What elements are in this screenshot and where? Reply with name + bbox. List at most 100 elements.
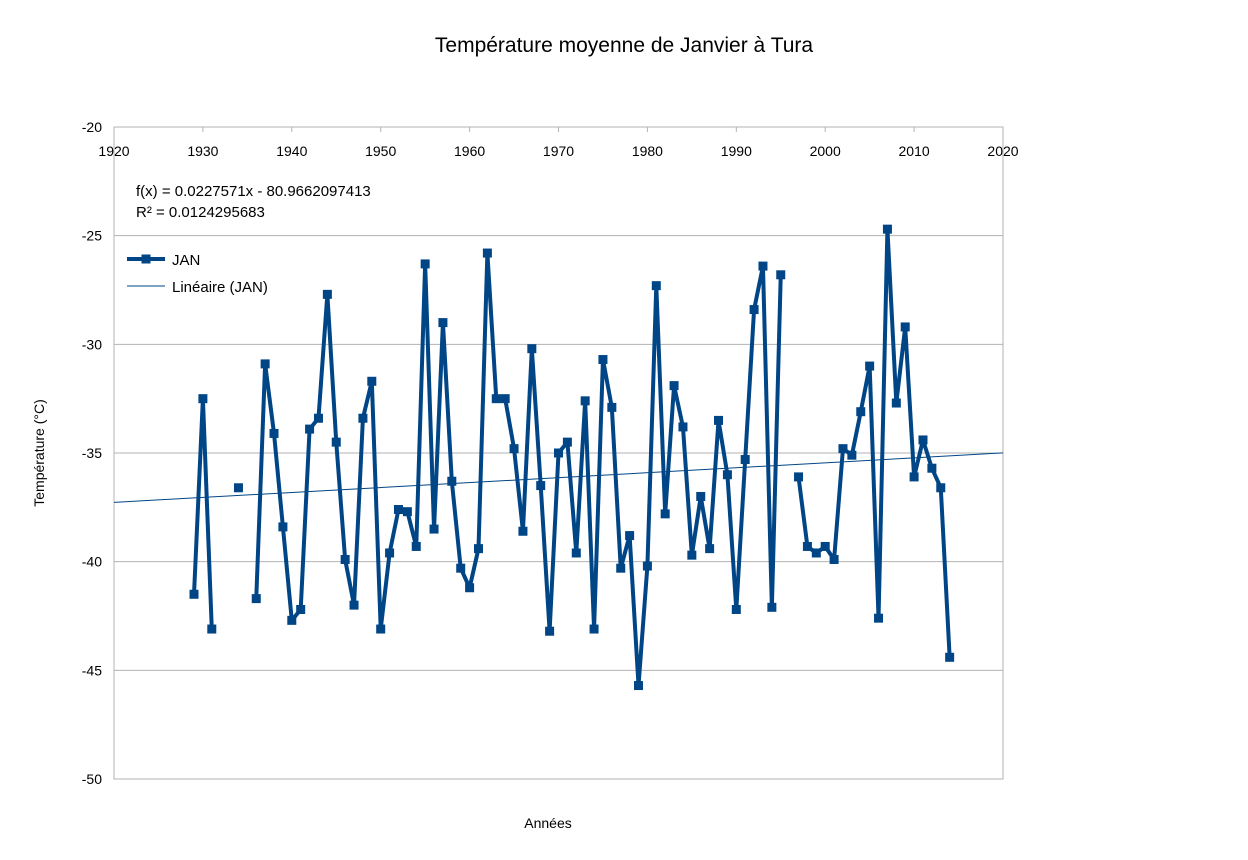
x-tick-label: 1980 <box>632 143 663 159</box>
data-point <box>269 428 279 438</box>
data-point <box>278 522 288 532</box>
x-tick-label: 2010 <box>899 143 930 159</box>
data-point <box>918 435 928 445</box>
legend-marker-jan <box>141 254 151 264</box>
data-point <box>198 394 208 404</box>
data-point <box>651 281 661 291</box>
x-tick-label: 1990 <box>721 143 752 159</box>
trend-equation: f(x) = 0.0227571x - 80.9662097413 <box>136 183 371 200</box>
x-tick-label: 1920 <box>98 143 129 159</box>
data-point <box>838 444 848 454</box>
data-point <box>296 604 306 614</box>
data-point <box>367 376 377 386</box>
y-tick-label: -45 <box>82 662 102 678</box>
data-point <box>678 422 688 432</box>
x-tick-label: 1970 <box>543 143 574 159</box>
data-point <box>500 394 510 404</box>
data-point <box>776 270 786 280</box>
data-point <box>491 394 501 404</box>
data-point <box>856 407 866 417</box>
series-line-segment <box>254 251 783 688</box>
data-point <box>802 541 812 551</box>
data-point <box>420 259 430 269</box>
legend: JAN Linéaire (JAN) <box>127 252 268 296</box>
data-point <box>482 248 492 258</box>
trend-r-squared: R² = 0.0124295683 <box>136 204 265 221</box>
data-point <box>322 289 332 299</box>
data-point <box>465 583 475 593</box>
data-point <box>767 602 777 612</box>
data-point <box>509 444 519 454</box>
data-point <box>189 589 199 599</box>
data-point <box>794 472 804 482</box>
data-point <box>598 355 608 365</box>
y-tick-label: -25 <box>82 228 102 244</box>
y-axis-label: Température (°C) <box>31 399 47 507</box>
data-point <box>349 600 359 610</box>
data-point <box>589 624 599 634</box>
data-point <box>571 548 581 558</box>
x-tick-label: 1960 <box>454 143 485 159</box>
data-point <box>251 594 261 604</box>
data-point <box>696 491 706 501</box>
data-point <box>936 483 946 493</box>
data-point <box>554 448 563 458</box>
data-point <box>847 450 857 460</box>
x-axis-ticks: 1920 1930 1940 1950 1960 1970 1980 1990 2000 2010… <box>98 127 1019 159</box>
data-point <box>438 318 448 328</box>
data-point <box>740 455 750 465</box>
x-tick-label: 1930 <box>187 143 218 159</box>
data-point <box>233 483 243 493</box>
data-point <box>562 437 572 447</box>
data-point <box>687 550 697 560</box>
data-point <box>305 424 315 434</box>
data-point <box>634 681 644 691</box>
data-point <box>402 507 412 517</box>
data-point <box>456 563 466 573</box>
chart-title: Température moyenne de Janvier à Tura <box>435 34 814 57</box>
x-tick-label: 1940 <box>276 143 307 159</box>
y-tick-label: -50 <box>82 771 102 787</box>
data-point <box>758 261 768 271</box>
data-point <box>927 463 937 473</box>
data-point <box>874 613 884 623</box>
data-point <box>722 470 732 480</box>
legend-label-jan: JAN <box>172 252 200 269</box>
data-point <box>660 509 670 519</box>
data-point <box>580 396 590 406</box>
data-point <box>385 548 395 558</box>
data-point <box>714 415 724 425</box>
data-point <box>731 604 741 614</box>
data-point <box>705 544 715 554</box>
legend-label-trend: Linéaire (JAN) <box>172 279 268 296</box>
data-point <box>820 541 830 551</box>
y-tick-label: -35 <box>82 445 102 461</box>
data-point <box>207 624 217 634</box>
x-axis-label: Années <box>524 815 571 831</box>
data-point <box>393 505 403 515</box>
data-point <box>518 526 528 536</box>
data-point <box>527 344 537 354</box>
data-point <box>607 402 617 412</box>
data-point <box>616 563 626 573</box>
data-point <box>376 624 386 634</box>
data-point <box>260 359 270 369</box>
data-point <box>447 476 457 486</box>
data-point <box>945 652 955 662</box>
data-point <box>669 381 679 391</box>
data-point <box>313 413 323 423</box>
data-point <box>900 322 910 332</box>
data-point <box>411 541 421 551</box>
data-point <box>287 615 297 625</box>
data-point <box>625 531 635 541</box>
y-tick-label: -20 <box>82 119 102 135</box>
data-point <box>882 224 892 234</box>
data-point <box>642 561 652 571</box>
data-point <box>749 305 759 315</box>
data-point <box>429 524 439 534</box>
data-point <box>340 554 350 564</box>
x-tick-label: 2020 <box>987 143 1018 159</box>
data-point <box>909 472 919 482</box>
data-point <box>473 544 483 554</box>
